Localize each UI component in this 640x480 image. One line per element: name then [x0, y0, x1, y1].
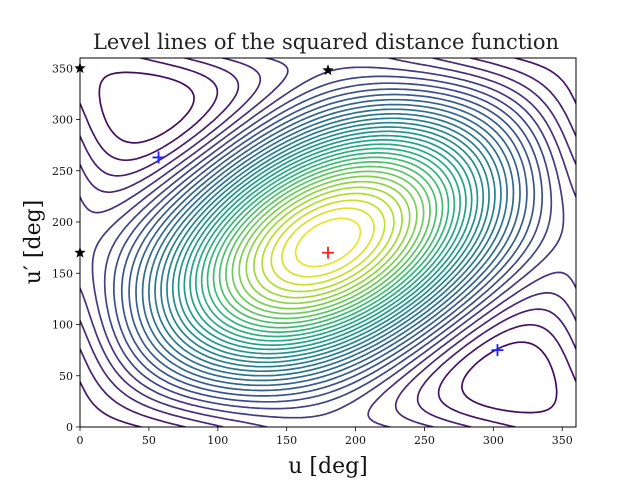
- contour-level: [98, 71, 558, 414]
- contour-level: [231, 170, 425, 315]
- contour-level: [166, 121, 490, 364]
- x-tick-label: 50: [142, 434, 156, 447]
- contour-level: [294, 217, 362, 268]
- plot-frame: [79, 57, 577, 428]
- maximum-marker: [322, 246, 334, 259]
- contour-level: [171, 126, 485, 359]
- y-tick-label: 200: [52, 216, 73, 229]
- contour-level: [270, 199, 386, 286]
- contour-level: [212, 156, 444, 329]
- contour-level: [261, 192, 395, 293]
- y-tick-label: 150: [52, 267, 73, 280]
- contour-level: [177, 130, 479, 355]
- contour-level: [80, 58, 576, 427]
- contour-level: [148, 108, 508, 377]
- contour-level: [253, 186, 403, 299]
- y-tick-label: 100: [52, 319, 73, 332]
- contour-level: [120, 88, 536, 397]
- contour-level: [245, 180, 411, 305]
- y-tick-label: 0: [66, 421, 73, 434]
- y-tick-label: 300: [52, 114, 73, 127]
- y-tick-label: 350: [52, 62, 73, 75]
- saddle-marker: [322, 64, 334, 76]
- contour-level: [135, 98, 521, 387]
- minimum-marker: [491, 344, 504, 357]
- contour-level: [183, 134, 473, 351]
- contour-level: [80, 58, 576, 427]
- y-tick-label: 250: [52, 165, 73, 178]
- contour-level: [154, 112, 502, 373]
- contour-level: [195, 143, 461, 342]
- contour-level: [103, 75, 553, 410]
- y-axis: 0 50 100 150 200 250 300 350: [52, 62, 80, 434]
- x-tick-label: 300: [483, 434, 504, 447]
- x-axis: 0 50 100 150 200 250 300 350: [77, 427, 573, 447]
- contour-level: [281, 207, 375, 278]
- contour-level: [189, 139, 467, 346]
- x-axis-label: u [deg]: [288, 454, 368, 479]
- x-tick-label: 150: [276, 434, 297, 447]
- contour-level: [238, 175, 418, 310]
- x-tick-label: 250: [414, 434, 435, 447]
- contour-level: [91, 66, 565, 419]
- contour-level: [225, 165, 431, 320]
- contour-level: [80, 58, 576, 427]
- contour-lines: [80, 58, 576, 427]
- contour-level: [200, 147, 456, 338]
- x-tick-label: 0: [77, 434, 84, 447]
- chart-title: Level lines of the squared distance func…: [93, 30, 559, 54]
- contour-level: [218, 161, 438, 324]
- x-tick-label: 350: [552, 434, 573, 447]
- contour-level: [112, 82, 544, 403]
- contour-level: [206, 152, 450, 333]
- contour-level: [141, 103, 515, 382]
- y-axis-label: u′ [deg]: [21, 200, 46, 285]
- contour-level: [80, 58, 576, 427]
- contour-level: [160, 117, 496, 368]
- x-tick-label: 200: [345, 434, 366, 447]
- x-tick-label: 100: [207, 434, 228, 447]
- contour-level: [128, 93, 528, 392]
- minimum-marker: [152, 151, 165, 164]
- y-tick-label: 50: [59, 370, 73, 383]
